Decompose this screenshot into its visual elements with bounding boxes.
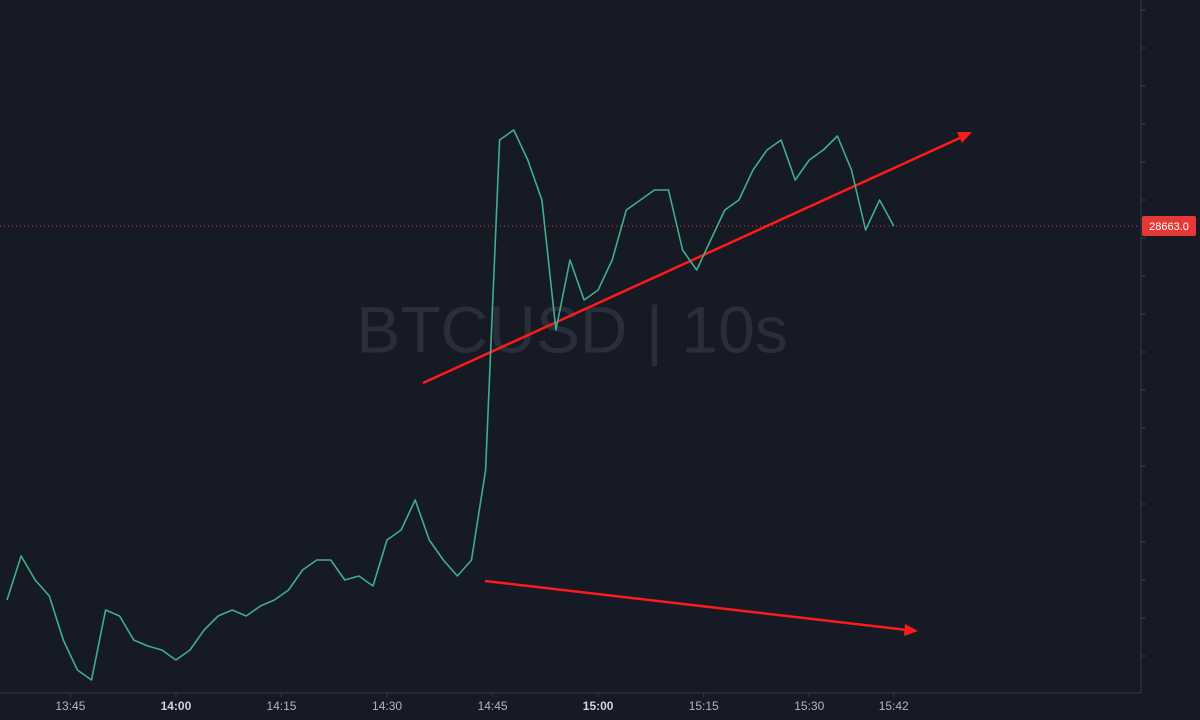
last-price-box [1142, 216, 1196, 236]
x-tick-label: 14:15 [266, 699, 296, 713]
last-price-label: 28663.0 [1149, 221, 1189, 233]
arrow-up [422, 135, 963, 385]
x-tick-label: 13:45 [55, 699, 85, 713]
x-tick-label: 15:30 [794, 699, 824, 713]
arrow-head [957, 132, 972, 143]
x-tick-label: 15:15 [689, 699, 719, 713]
x-tick-label: 14:00 [161, 699, 192, 713]
x-tick-label: 15:42 [879, 699, 909, 713]
trend-arrows [422, 132, 972, 636]
arrow-head [904, 624, 918, 636]
price-axis-notches [1141, 9, 1146, 657]
watermark: BTCUSD | 10s [356, 292, 788, 366]
price-line [6, 129, 895, 681]
x-tick-label: 14:45 [478, 699, 508, 713]
x-tick-label: 15:00 [583, 699, 614, 713]
arrow-down [484, 579, 908, 632]
x-tick-label: 14:30 [372, 699, 402, 713]
